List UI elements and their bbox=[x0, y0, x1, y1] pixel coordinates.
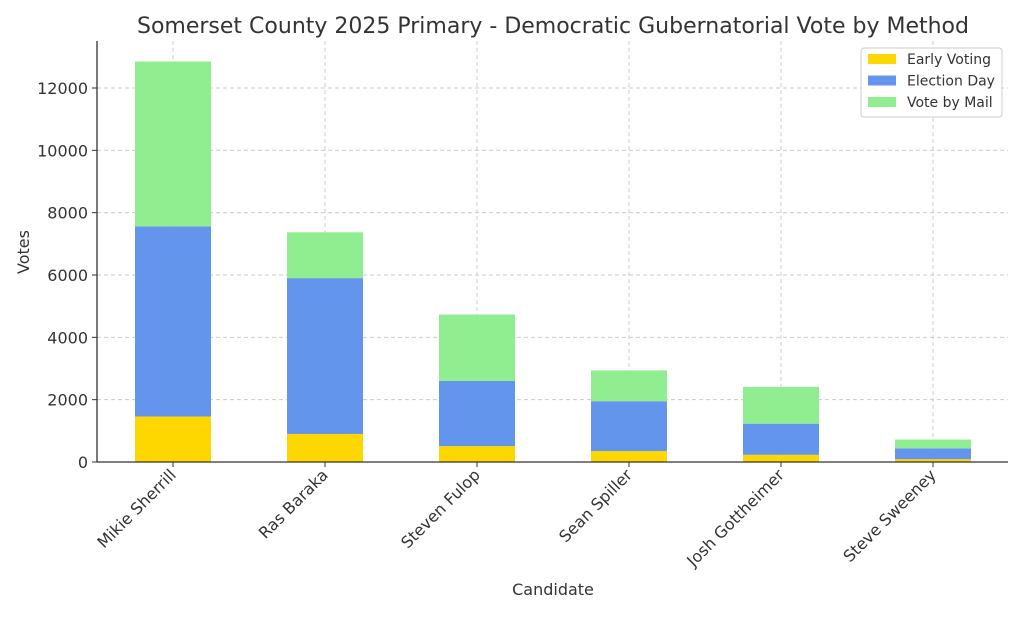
x-tick-label: Mikie Sherrill bbox=[93, 465, 179, 551]
bar-stack bbox=[591, 370, 667, 462]
legend-swatch bbox=[868, 54, 896, 64]
y-axis-label: Votes bbox=[14, 230, 33, 274]
bar-stack bbox=[743, 386, 819, 462]
legend: Early Voting Election Day Vote by Mail bbox=[860, 47, 1003, 118]
y-tick-label: 8000 bbox=[47, 204, 88, 223]
bar-vote-by-mail bbox=[895, 439, 971, 449]
axes bbox=[92, 41, 1008, 467]
bar-election-day bbox=[743, 423, 819, 455]
bar-vote-by-mail bbox=[439, 314, 515, 381]
y-tick-label: 12000 bbox=[37, 79, 88, 98]
bar-stack bbox=[439, 314, 515, 462]
x-tick-label: Josh Gottheimer bbox=[682, 465, 788, 571]
bar-stack bbox=[135, 61, 211, 462]
bar-election-day bbox=[591, 401, 667, 452]
x-tick-label: Steven Fulop bbox=[397, 465, 484, 552]
bar-election-day bbox=[287, 278, 363, 434]
legend-label: Vote by Mail bbox=[907, 95, 993, 111]
bar-vote-by-mail bbox=[287, 232, 363, 279]
legend-label: Early Voting bbox=[907, 52, 991, 68]
legend-item: Early Voting bbox=[868, 52, 991, 68]
y-tick-labels: 0 2000 4000 6000 8000 10000 12000 bbox=[37, 79, 88, 472]
y-tick-label: 10000 bbox=[37, 141, 88, 160]
legend-label: Election Day bbox=[907, 74, 995, 90]
bar-vote-by-mail bbox=[591, 370, 667, 402]
y-tick-label: 0 bbox=[78, 453, 88, 472]
x-tick-label: Ras Baraka bbox=[255, 465, 332, 542]
bar-early-voting bbox=[591, 451, 667, 462]
legend-item: Election Day bbox=[868, 74, 995, 90]
x-tick-labels: Mikie Sherrill Ras Baraka Steven Fulop Sean… bbox=[93, 465, 939, 571]
y-tick-label: 6000 bbox=[47, 266, 88, 285]
bar-vote-by-mail bbox=[743, 386, 819, 424]
legend-swatch bbox=[868, 97, 896, 107]
bars bbox=[135, 61, 971, 462]
bar-stack bbox=[287, 232, 363, 462]
legend-item: Vote by Mail bbox=[868, 95, 993, 111]
bar-early-voting bbox=[895, 459, 971, 462]
bar-election-day bbox=[135, 226, 211, 417]
bar-vote-by-mail bbox=[135, 61, 211, 227]
bar-early-voting bbox=[743, 454, 819, 462]
bar-early-voting bbox=[439, 446, 515, 462]
bar-early-voting bbox=[287, 433, 363, 462]
y-tick-label: 4000 bbox=[47, 328, 88, 347]
y-tick-label: 2000 bbox=[47, 391, 88, 410]
legend-swatch bbox=[868, 75, 896, 86]
legend-box bbox=[860, 47, 1003, 118]
chart-title: Somerset County 2025 Primary - Democrati… bbox=[137, 14, 969, 39]
bar-election-day bbox=[439, 380, 515, 447]
bar-stack bbox=[895, 439, 971, 462]
x-tick-label: Sean Spiller bbox=[555, 465, 636, 546]
bar-election-day bbox=[895, 448, 971, 460]
x-tick-label: Steve Sweeney bbox=[839, 465, 939, 565]
bar-early-voting bbox=[135, 416, 211, 462]
x-axis-label: Candidate bbox=[512, 580, 594, 599]
